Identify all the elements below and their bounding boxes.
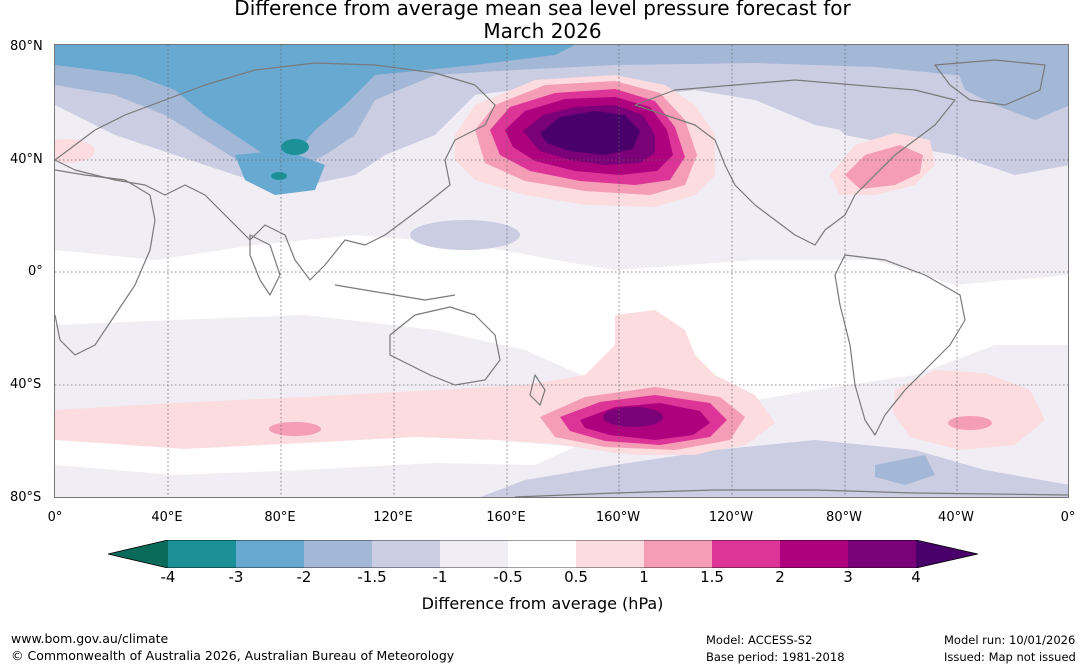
graticule [55, 45, 1068, 497]
colorbar-bin-9 [712, 540, 780, 568]
website-link[interactable]: www.bom.gov.au/climate [11, 631, 169, 646]
south-atlantic-core [948, 416, 992, 430]
map-title: Difference from average mean sea level p… [0, 0, 1085, 43]
title-line-2: March 2026 [483, 19, 602, 43]
colorbar-bin-10 [780, 540, 848, 568]
colorbar-bin-1 [168, 540, 236, 568]
map-canvas [55, 45, 1068, 497]
colorbar-tick: -2 [296, 568, 312, 586]
coastline-antarctica [514, 489, 1068, 497]
colorbar-extend-high [916, 540, 978, 568]
colorbar-label: Difference from average (hPa) [421, 594, 664, 613]
lon-label-80e: 80°E [264, 510, 296, 525]
colorbar-tick: 2 [775, 568, 785, 586]
colorbar-tick: 1.5 [700, 568, 724, 586]
title-line-1: Difference from average mean sea level p… [234, 0, 851, 20]
colorbar-tick: 4 [911, 568, 921, 586]
lon-label-80w: 80°W [826, 510, 862, 525]
colorbar-tick: 1 [639, 568, 649, 586]
colorbar-bin-7 [576, 540, 644, 568]
pressure-anomaly-map [54, 44, 1069, 498]
south-atlantic-positive [893, 370, 1045, 450]
canada-negative [815, 90, 1068, 175]
coastline-australia [389, 306, 501, 386]
footer-run-info: Model run: 10/01/2026 Issued: Map not is… [944, 632, 1076, 666]
colorbar-tick: 3 [843, 568, 853, 586]
indian-ocean-positive-spot [269, 422, 321, 436]
colorbar-tick: -0.5 [493, 568, 523, 586]
colorbar-bin-3 [304, 540, 372, 568]
lat-label-40n: 40°N [10, 152, 43, 167]
lon-label-120w: 120°W [708, 510, 754, 525]
colorbar-tick: -1.5 [357, 568, 387, 586]
colorbar-bin-5 [440, 540, 508, 568]
coastline-india [249, 234, 281, 296]
colorbar-tick: -3 [228, 568, 244, 586]
lon-label-120e: 120°E [373, 510, 413, 525]
lat-label-40s: 40°S [10, 377, 42, 392]
base-period: Base period: 1981-2018 [706, 650, 845, 664]
coastline-new-zealand [529, 374, 546, 406]
lon-label-0-right: 0° [1060, 510, 1076, 525]
copyright-text: © Commonwealth of Australia 2026, Austra… [11, 648, 455, 663]
model-run-date: Model run: 10/01/2026 [944, 633, 1076, 647]
lon-label-160w: 160°W [595, 510, 641, 525]
lat-label-80n: 80°N [10, 39, 43, 54]
colorbar-bin-11 [848, 540, 916, 568]
antarctic-negative [480, 440, 1068, 497]
lon-label-160e: 160°E [486, 510, 526, 525]
lat-label-equator: 0° [28, 264, 43, 279]
colorbar-bin-2 [236, 540, 304, 568]
greenland-negative [955, 55, 1068, 120]
central-asia-core-1 [281, 139, 309, 155]
tropical-pacific-negative-2 [555, 205, 615, 221]
southern-white-gap [55, 437, 575, 475]
coastline-europe-asia [55, 62, 496, 281]
tropical-pacific-negative [410, 220, 520, 250]
lon-label-40e: 40°E [151, 510, 183, 525]
coastline-africa [55, 169, 156, 356]
western-europe-positive [55, 139, 95, 163]
colorbar-tick: -4 [160, 568, 176, 586]
colorbar-extend-low [108, 540, 168, 568]
footer-model-info: Model: ACCESS-S2 Base period: 1981-2018 [706, 632, 845, 666]
antarctic-negative-core [875, 455, 935, 485]
colorbar-tick: 0.5 [564, 568, 588, 586]
colorbar-bin-6 [508, 540, 576, 568]
model-name: Model: ACCESS-S2 [706, 633, 813, 647]
colorbar-bin-4 [372, 540, 440, 568]
lon-label-40w: 40°W [938, 510, 974, 525]
north-pacific-core [540, 111, 640, 155]
issued-status: Issued: Map not issued [944, 650, 1076, 664]
colorbar [108, 540, 978, 568]
north-atlantic-positive-2 [845, 145, 923, 189]
central-asia-core-2 [271, 172, 287, 180]
coastline-indonesia [334, 284, 456, 301]
south-pacific-core [603, 407, 663, 427]
equatorial-neutral-band [55, 267, 1068, 410]
colorbar-bin-8 [644, 540, 712, 568]
arctic-negative-3 [55, 45, 575, 155]
coastline-north-america [634, 79, 956, 246]
coastlines [55, 59, 1068, 497]
lat-label-80s: 80°S [10, 490, 42, 505]
lon-label-0-left: 0° [47, 510, 63, 525]
coastline-greenland [934, 59, 1046, 106]
colorbar-tick: -1 [432, 568, 448, 586]
footer-left: www.bom.gov.au/climate © Commonwealth of… [11, 630, 454, 664]
